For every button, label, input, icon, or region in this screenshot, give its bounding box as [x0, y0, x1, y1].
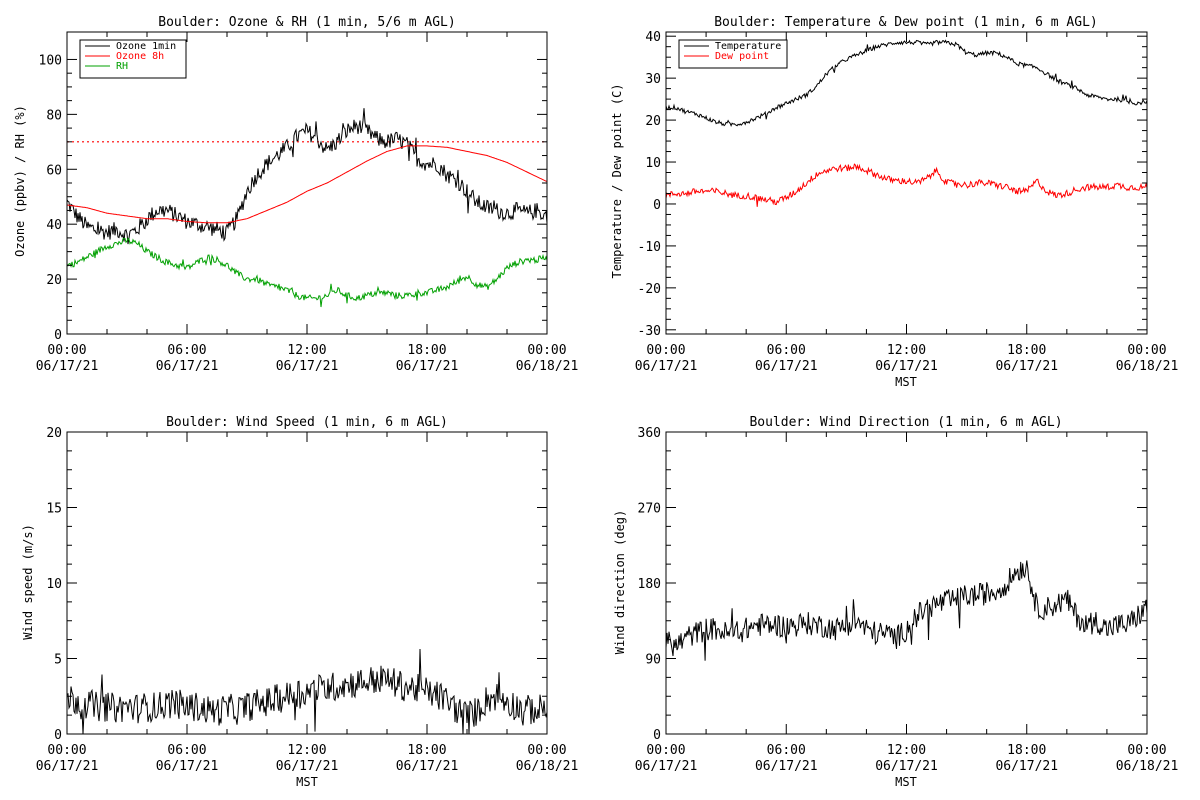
x-axis-label: MST: [895, 375, 917, 389]
x-tick-label-time: 00:00: [527, 743, 566, 758]
y-axis-label: Wind direction (deg): [613, 510, 627, 655]
legend-box: [678, 39, 788, 69]
chart-ozone-rh: Boulder: Ozone & RH (1 min, 5/6 m AGL) O…: [13, 15, 578, 374]
x-tick-label-time: 12:00: [287, 743, 326, 758]
x-tick-label-time: 00:00: [646, 743, 685, 758]
x-tick-label-time: 18:00: [1007, 743, 1046, 758]
y-tick-label: 0: [54, 328, 62, 343]
x-tick-label-time: 12:00: [287, 343, 326, 358]
chart-wind-speed: Boulder: Wind Speed (1 min, 6 m AGL) Win…: [21, 415, 578, 789]
x-tick-label-time: 00:00: [646, 343, 685, 358]
x-tick-label-date: 06/17/21: [396, 359, 459, 374]
x-tick-label-time: 00:00: [47, 743, 86, 758]
legend-label: Temperature: [715, 41, 781, 52]
x-tick-label-date: 06/17/21: [36, 759, 99, 774]
x-tick-label-date: 06/17/21: [755, 759, 818, 774]
chart-title: Boulder: Temperature & Dew point (1 min,…: [714, 15, 1098, 30]
x-tick-label-time: 06:00: [767, 743, 806, 758]
series-line-rh: [66, 237, 548, 308]
y-tick-label: 30: [645, 72, 661, 87]
x-tick-label-time: 00:00: [1127, 343, 1166, 358]
x-tick-label-date: 06/17/21: [995, 359, 1058, 374]
y-tick-label: 10: [46, 577, 62, 592]
legend-label: Dew point: [715, 51, 769, 62]
y-tick-label: 180: [638, 577, 661, 592]
y-axis-label: Temperature / Dew point (C): [610, 83, 624, 278]
y-tick-label: 20: [46, 426, 62, 441]
x-tick-label-date: 06/18/21: [1116, 359, 1179, 374]
x-tick-label-date: 06/17/21: [755, 359, 818, 374]
y-tick-label: 0: [653, 728, 661, 743]
y-tick-label: 40: [645, 30, 661, 45]
series-line-ozone-1min: [66, 108, 548, 245]
x-tick-label-time: 06:00: [167, 743, 206, 758]
x-axis-label: MST: [895, 775, 917, 789]
x-tick-label-date: 06/17/21: [995, 759, 1058, 774]
y-tick-label: 270: [638, 502, 661, 517]
chart-temperature-dewpoint: Boulder: Temperature & Dew point (1 min,…: [610, 15, 1178, 389]
chart-title: Boulder: Wind Speed (1 min, 6 m AGL): [166, 415, 448, 430]
x-tick-label-time: 18:00: [407, 343, 446, 358]
x-tick-label-date: 06/17/21: [875, 759, 938, 774]
x-tick-label-time: 00:00: [47, 343, 86, 358]
series-line-ozone-8h: [66, 145, 548, 224]
chart-title: Boulder: Ozone & RH (1 min, 5/6 m AGL): [158, 15, 455, 30]
y-tick-label: 360: [638, 426, 661, 441]
x-axis-label: MST: [296, 775, 318, 789]
x-tick-label-time: 06:00: [167, 343, 206, 358]
x-tick-label-time: 00:00: [1127, 743, 1166, 758]
series-line-main: [665, 560, 1148, 661]
x-tick-label-date: 06/17/21: [875, 359, 938, 374]
x-tick-label-time: 06:00: [767, 343, 806, 358]
series-line-dew-point: [665, 163, 1148, 207]
y-axis-label: Wind speed (m/s): [21, 524, 35, 640]
x-tick-label-date: 06/18/21: [1116, 759, 1179, 774]
y-tick-label: 5: [54, 653, 62, 668]
y-tick-label: 10: [645, 156, 661, 171]
x-tick-label-time: 12:00: [887, 343, 926, 358]
x-tick-label-time: 18:00: [1007, 343, 1046, 358]
y-tick-label: 20: [46, 273, 62, 288]
chart-wind-direction: Boulder: Wind Direction (1 min, 6 m AGL)…: [613, 415, 1178, 789]
x-tick-label-date: 06/18/21: [516, 759, 579, 774]
series-line-temperature: [665, 39, 1148, 128]
y-tick-label: 0: [54, 728, 62, 743]
y-tick-label: 20: [645, 114, 661, 129]
y-tick-label: 0: [653, 198, 661, 213]
x-tick-label-date: 06/17/21: [396, 759, 459, 774]
x-tick-label-date: 06/17/21: [635, 759, 698, 774]
x-tick-label-time: 18:00: [407, 743, 446, 758]
x-tick-label-time: 12:00: [887, 743, 926, 758]
legend-label: Ozone 1min: [116, 41, 176, 52]
x-tick-label-date: 06/17/21: [156, 759, 219, 774]
y-tick-label: -10: [638, 240, 661, 255]
x-tick-label-date: 06/17/21: [276, 759, 339, 774]
x-tick-label-date: 06/17/21: [635, 359, 698, 374]
x-tick-label-date: 06/17/21: [36, 359, 99, 374]
y-tick-label: 60: [46, 163, 62, 178]
series-line-main: [66, 648, 548, 735]
x-tick-label-date: 06/17/21: [276, 359, 339, 374]
x-tick-label-date: 06/17/21: [156, 359, 219, 374]
y-tick-label: -20: [638, 282, 661, 297]
y-tick-label: 40: [46, 218, 62, 233]
y-tick-label: -30: [638, 324, 661, 339]
chart-title: Boulder: Wind Direction (1 min, 6 m AGL): [749, 415, 1062, 430]
legend-label: RH: [116, 61, 128, 72]
y-tick-label: 15: [46, 502, 62, 517]
y-tick-label: 90: [645, 653, 661, 668]
legend-label: Ozone 8h: [116, 51, 164, 62]
x-tick-label-date: 06/18/21: [516, 359, 579, 374]
y-tick-label: 100: [39, 53, 62, 68]
x-tick-label-time: 00:00: [527, 343, 566, 358]
y-axis-label: Ozone (ppbv) / RH (%): [13, 105, 27, 257]
y-tick-label: 80: [46, 108, 62, 123]
